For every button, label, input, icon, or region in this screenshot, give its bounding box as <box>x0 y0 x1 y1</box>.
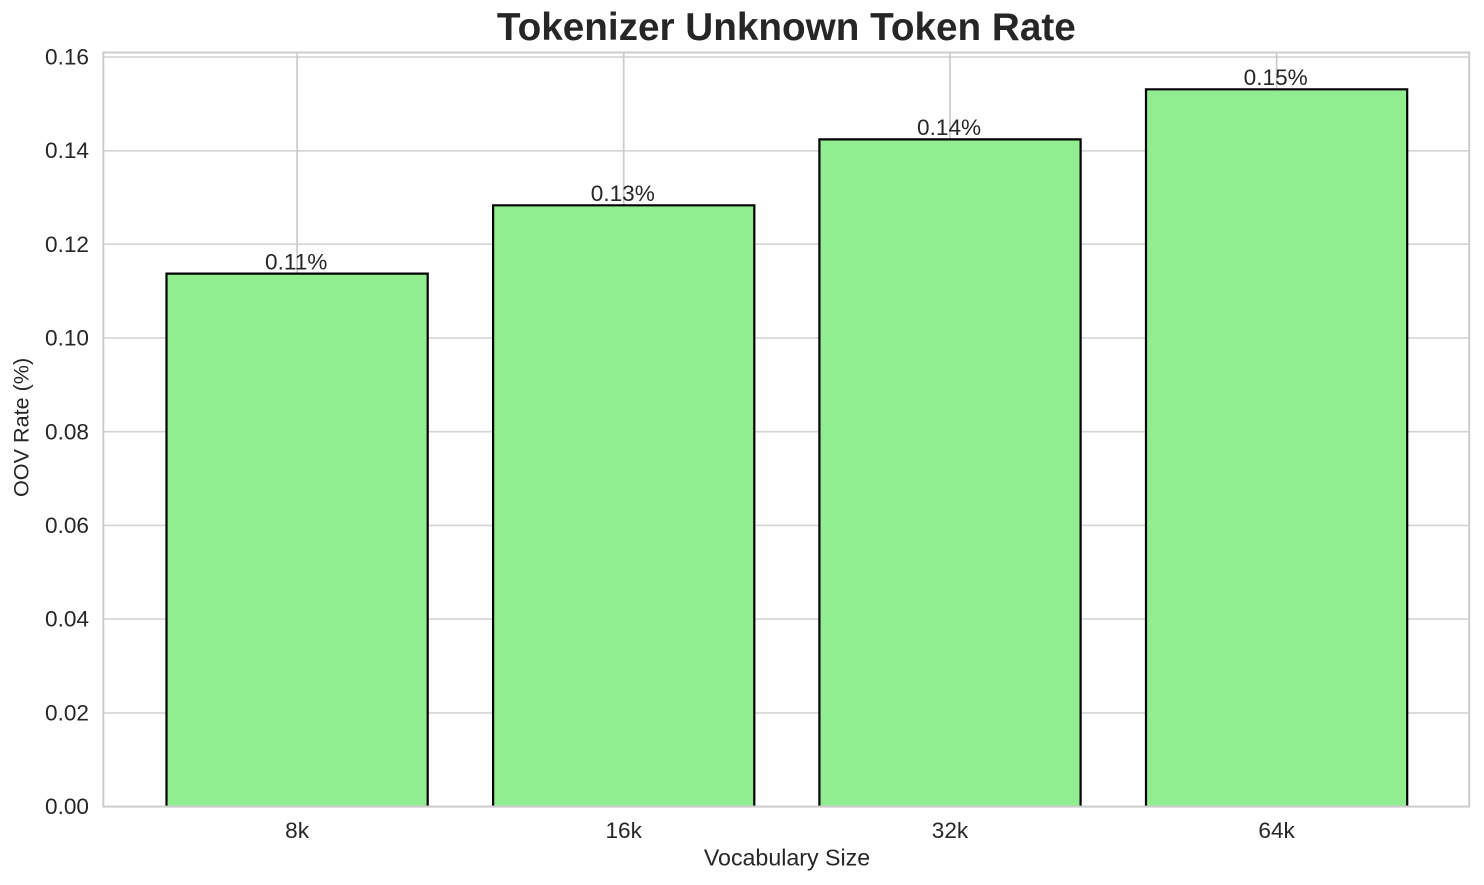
svg-text:Vocabulary Size: Vocabulary Size <box>704 844 870 870</box>
svg-text:0.08: 0.08 <box>45 419 89 444</box>
svg-text:0.02: 0.02 <box>45 701 89 726</box>
svg-text:8k: 8k <box>285 818 310 843</box>
svg-text:0.15%: 0.15% <box>1244 65 1308 90</box>
svg-text:16k: 16k <box>605 818 642 843</box>
svg-text:0.16: 0.16 <box>45 44 89 69</box>
svg-text:64k: 64k <box>1258 818 1295 843</box>
svg-text:0.04: 0.04 <box>45 607 89 632</box>
svg-text:0.00: 0.00 <box>45 794 89 819</box>
svg-text:0.14%: 0.14% <box>917 115 981 140</box>
svg-text:OOV Rate (%): OOV Rate (%) <box>8 358 33 497</box>
svg-text:0.14: 0.14 <box>45 138 89 163</box>
svg-text:0.11%: 0.11% <box>265 249 327 274</box>
svg-text:Tokenizer Unknown Token Rate: Tokenizer Unknown Token Rate <box>497 6 1076 49</box>
svg-text:0.13%: 0.13% <box>591 181 655 206</box>
svg-text:0.12: 0.12 <box>45 232 89 257</box>
svg-text:32k: 32k <box>932 818 969 843</box>
svg-text:0.10: 0.10 <box>45 326 89 351</box>
svg-text:0.06: 0.06 <box>45 513 89 538</box>
